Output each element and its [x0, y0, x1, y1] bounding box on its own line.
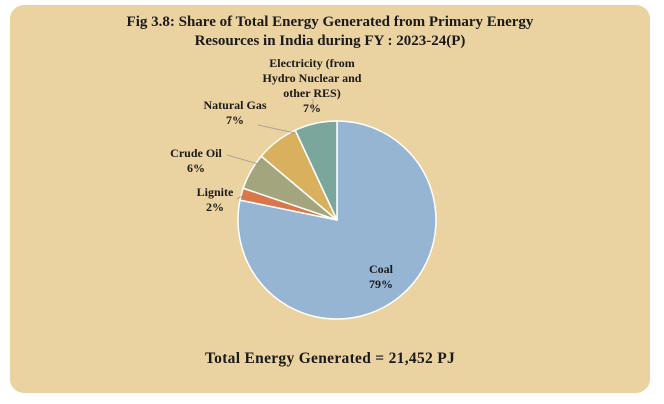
slice-label-lignite: Lignite 2% — [197, 185, 234, 214]
chart-title-line-2: Resources in India during FY : 2023-24(P… — [194, 33, 466, 49]
pie-chart: Coal 79% Lignite 2% Crude Oil 6% Natural Gas 7%… — [170, 56, 437, 320]
leader-line-crude — [226, 154, 263, 166]
slice-label-electricity: Electricity (from Hydro Nuclear and other … — [263, 56, 362, 115]
slice-label-coal: Coal 79% — [369, 262, 394, 291]
chart-title: Fig 3.8: Share of Total Energy Generated… — [10, 13, 650, 51]
slice-label-natural: Natural Gas 7% — [204, 98, 267, 127]
total-energy-footer: Total Energy Generated = 21,452 PJ — [204, 350, 456, 367]
chart-title-line-1: Fig 3.8: Share of Total Energy Generated… — [126, 14, 534, 30]
leader-line-natural — [257, 124, 296, 134]
chart-panel: Fig 3.8: Share of Total Energy Generated… — [10, 5, 650, 393]
pie-slice-electricity — [294, 120, 338, 221]
leader-line-lignite — [236, 194, 245, 200]
slice-label-crude: Crude Oil 6% — [170, 146, 222, 175]
